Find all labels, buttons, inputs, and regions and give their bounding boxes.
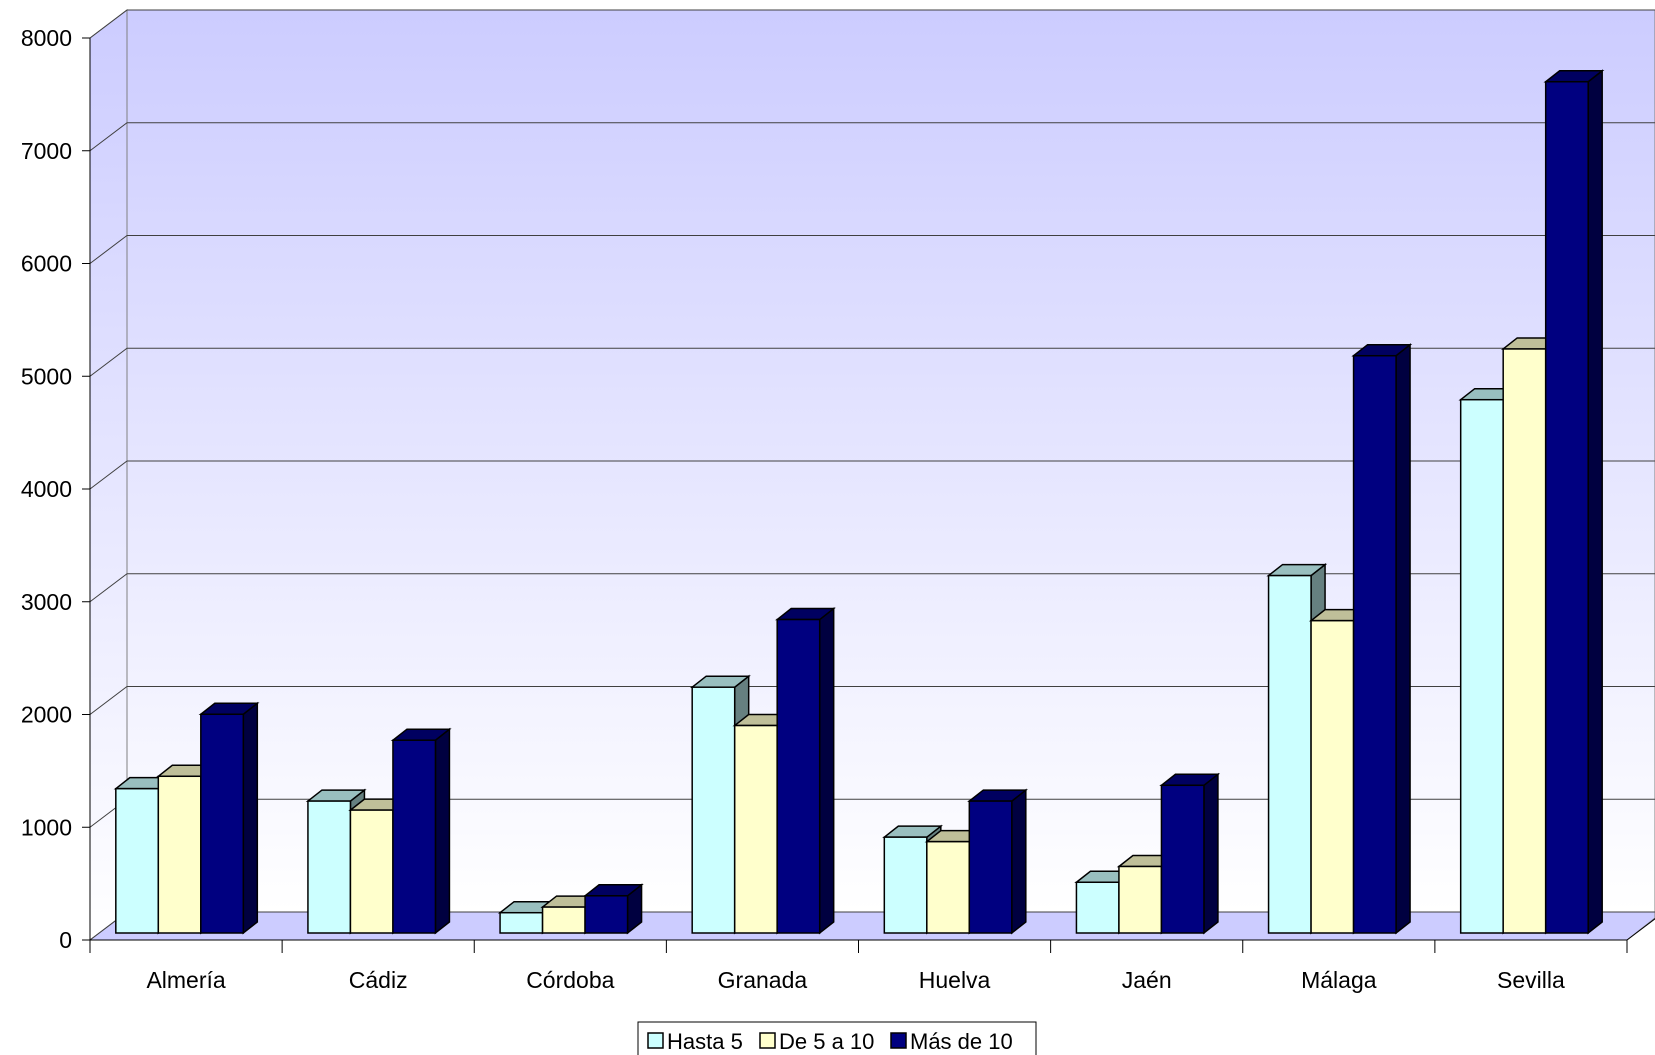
bar-front [307, 800, 352, 934]
x-tick-label: Sevilla [1497, 967, 1565, 993]
bar [1159, 772, 1221, 935]
y-tick-label: 2000 [21, 702, 72, 728]
bar-front [926, 840, 971, 934]
y-tick-label: 3000 [21, 589, 72, 615]
y-tick-label: 4000 [21, 476, 72, 502]
y-tick-label: 6000 [21, 251, 72, 277]
gridline [89, 686, 1655, 715]
legend-item: Más de 10 [890, 1029, 1013, 1054]
bar-front [1352, 354, 1397, 934]
bar-front [115, 787, 160, 934]
bar-front [499, 911, 544, 934]
legend-label: Hasta 5 [667, 1029, 743, 1054]
y-tick-label: 8000 [21, 25, 72, 51]
bar-side [818, 607, 835, 935]
legend-swatch [759, 1032, 776, 1049]
y-tick-label: 0 [59, 927, 72, 953]
x-tick-label: Granada [718, 967, 808, 993]
x-tick-label: Málaga [1301, 967, 1377, 993]
bar-front [1459, 398, 1504, 934]
legend-swatch [647, 1032, 664, 1049]
x-axis: Almería Cádiz Córdoba Granada Huelva Jaén Mála… [89, 918, 1655, 993]
bar-front [541, 906, 586, 934]
bar-front [1118, 865, 1163, 934]
x-tick-label: Almería [146, 967, 225, 993]
bar-front [1310, 619, 1355, 934]
bar-side [1011, 788, 1027, 935]
y-axis: 0 1000 2000 3000 4000 5000 6000 7000 8000 [21, 25, 91, 953]
bar [967, 788, 1028, 935]
gridline [89, 122, 1655, 152]
x-axis-edge [1626, 918, 1655, 941]
bar-side [1395, 343, 1411, 935]
bar-front [776, 618, 821, 934]
gridline [89, 460, 1655, 490]
bar-front [1544, 80, 1589, 934]
gridline [89, 573, 1655, 603]
bar-front [584, 895, 629, 934]
bar-side [242, 701, 259, 935]
bar [1543, 69, 1605, 935]
bar-front [968, 800, 1013, 934]
x-tick-label: Jaén [1122, 967, 1172, 993]
gridline [89, 235, 1655, 264]
legend: Hasta 5 De 5 a 10 Más de 10 [637, 1021, 1037, 1055]
bar [775, 607, 836, 935]
bar [198, 701, 260, 935]
bar [390, 727, 452, 935]
bar-front [392, 739, 437, 934]
legend-label: De 5 a 10 [779, 1029, 874, 1054]
bar-front [883, 836, 928, 934]
y-tick-label: 1000 [21, 814, 72, 840]
legend-box [637, 1021, 1037, 1055]
x-tick-label: Córdoba [526, 967, 614, 993]
x-tick-label: Cádiz [349, 967, 408, 993]
bar-side [1587, 69, 1603, 935]
legend-swatch [890, 1032, 907, 1049]
bar-front [349, 809, 394, 934]
x-tick-label: Huelva [919, 967, 991, 993]
gridline [89, 347, 1655, 377]
gridline [89, 9, 1655, 39]
bar-front [1160, 784, 1205, 934]
bar-front [691, 686, 736, 934]
y-tick-label: 5000 [21, 363, 72, 389]
bar-front [157, 775, 202, 934]
bar-front [1502, 348, 1547, 934]
bar-side [434, 727, 451, 935]
y-tick-label: 7000 [21, 138, 72, 164]
bar-side [1203, 772, 1219, 935]
bar [582, 883, 644, 935]
bars [113, 69, 1605, 935]
bar-front [200, 713, 245, 934]
bar-front [1267, 574, 1312, 934]
bar [1351, 343, 1413, 935]
bar-front [733, 724, 778, 934]
legend-label: Más de 10 [910, 1029, 1013, 1054]
legend-item: Hasta 5 [647, 1029, 743, 1054]
bar-front [1075, 881, 1120, 934]
legend-item: De 5 a 10 [759, 1029, 874, 1054]
